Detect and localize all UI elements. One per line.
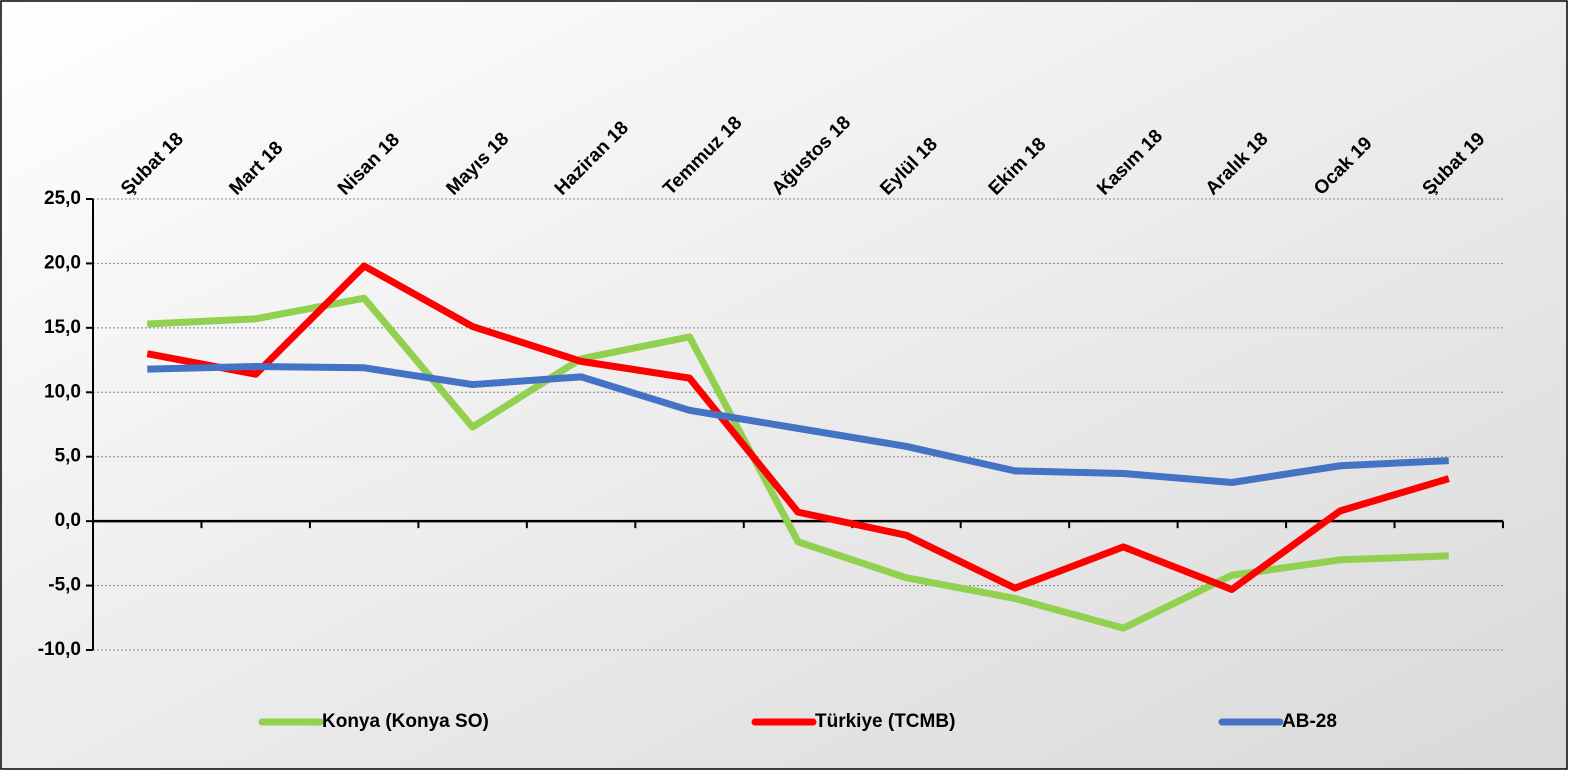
- y-tick-label: 15,0: [44, 317, 81, 338]
- series-line: [146, 262, 1450, 593]
- y-tick-label: 25,0: [44, 188, 81, 209]
- legend-label: Türkiye (TCMB): [815, 711, 955, 732]
- y-tick-label: 5,0: [55, 446, 81, 467]
- y-tick-label: 20,0: [44, 252, 81, 273]
- series-line: [147, 363, 1449, 486]
- legend-label: Konya (Konya SO): [322, 711, 489, 732]
- legend-label: AB-28: [1282, 711, 1337, 732]
- y-tick-label: 0,0: [55, 510, 81, 531]
- y-tick-label: -5,0: [48, 575, 81, 596]
- y-tick-label: 10,0: [44, 381, 81, 402]
- y-tick-label: -10,0: [38, 639, 81, 660]
- series-line: [147, 294, 1449, 632]
- chart-background: [0, 0, 1568, 770]
